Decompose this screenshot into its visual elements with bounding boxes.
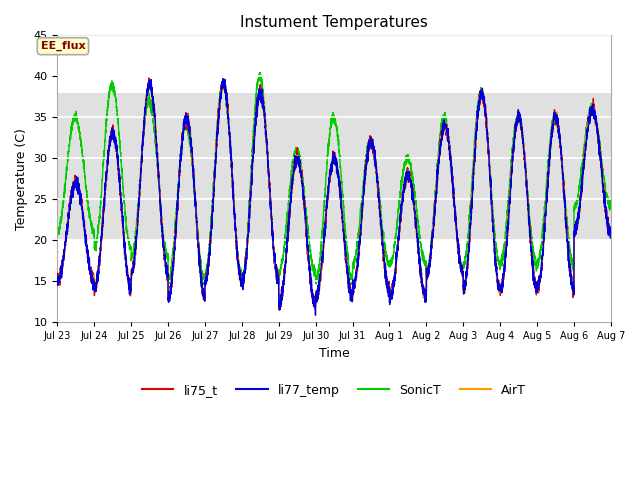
li77_temp [554,119,561,125]
li77_temp [400,184,408,190]
AirT [556,136,564,142]
Line: AirT: AirT [58,80,611,310]
SonicT [200,282,208,288]
AirT [554,117,561,123]
SonicT [120,192,127,197]
SonicT [607,204,614,210]
AirT [120,228,127,234]
AirT [400,188,408,194]
Line: li77_temp: li77_temp [58,79,611,315]
X-axis label: Time: Time [319,347,349,360]
li77_temp [54,282,61,288]
SonicT [554,120,561,126]
SonicT [400,165,408,170]
SonicT [578,168,586,174]
AirT [54,282,61,288]
li75_t [54,272,61,278]
li77_temp [578,189,586,195]
SonicT [256,70,264,75]
li77_temp [607,226,614,231]
li77_temp [266,186,273,192]
Line: SonicT: SonicT [58,72,611,285]
li75_t [554,123,561,129]
li77_temp [312,312,319,318]
li75_t [400,187,408,192]
li77_temp [556,134,564,140]
AirT [276,307,284,312]
li77_temp [120,229,127,235]
SonicT [556,139,564,145]
Text: EE_flux: EE_flux [40,41,85,51]
li75_t [275,304,283,310]
Line: li75_t: li75_t [58,78,611,307]
li75_t [556,145,564,151]
li75_t [120,229,127,235]
AirT [607,229,614,235]
li75_t [145,75,153,81]
li77_temp [219,76,227,82]
SonicT [266,186,273,192]
AirT [578,186,586,192]
Legend: li75_t, li77_temp, SonicT, AirT: li75_t, li77_temp, SonicT, AirT [137,379,531,402]
AirT [220,77,227,83]
li75_t [266,178,273,184]
Title: Instument Temperatures: Instument Temperatures [240,15,428,30]
AirT [266,184,273,190]
Y-axis label: Temperature (C): Temperature (C) [15,128,28,229]
SonicT [54,232,61,238]
li75_t [607,225,614,230]
Bar [58,93,611,240]
li75_t [578,186,586,192]
